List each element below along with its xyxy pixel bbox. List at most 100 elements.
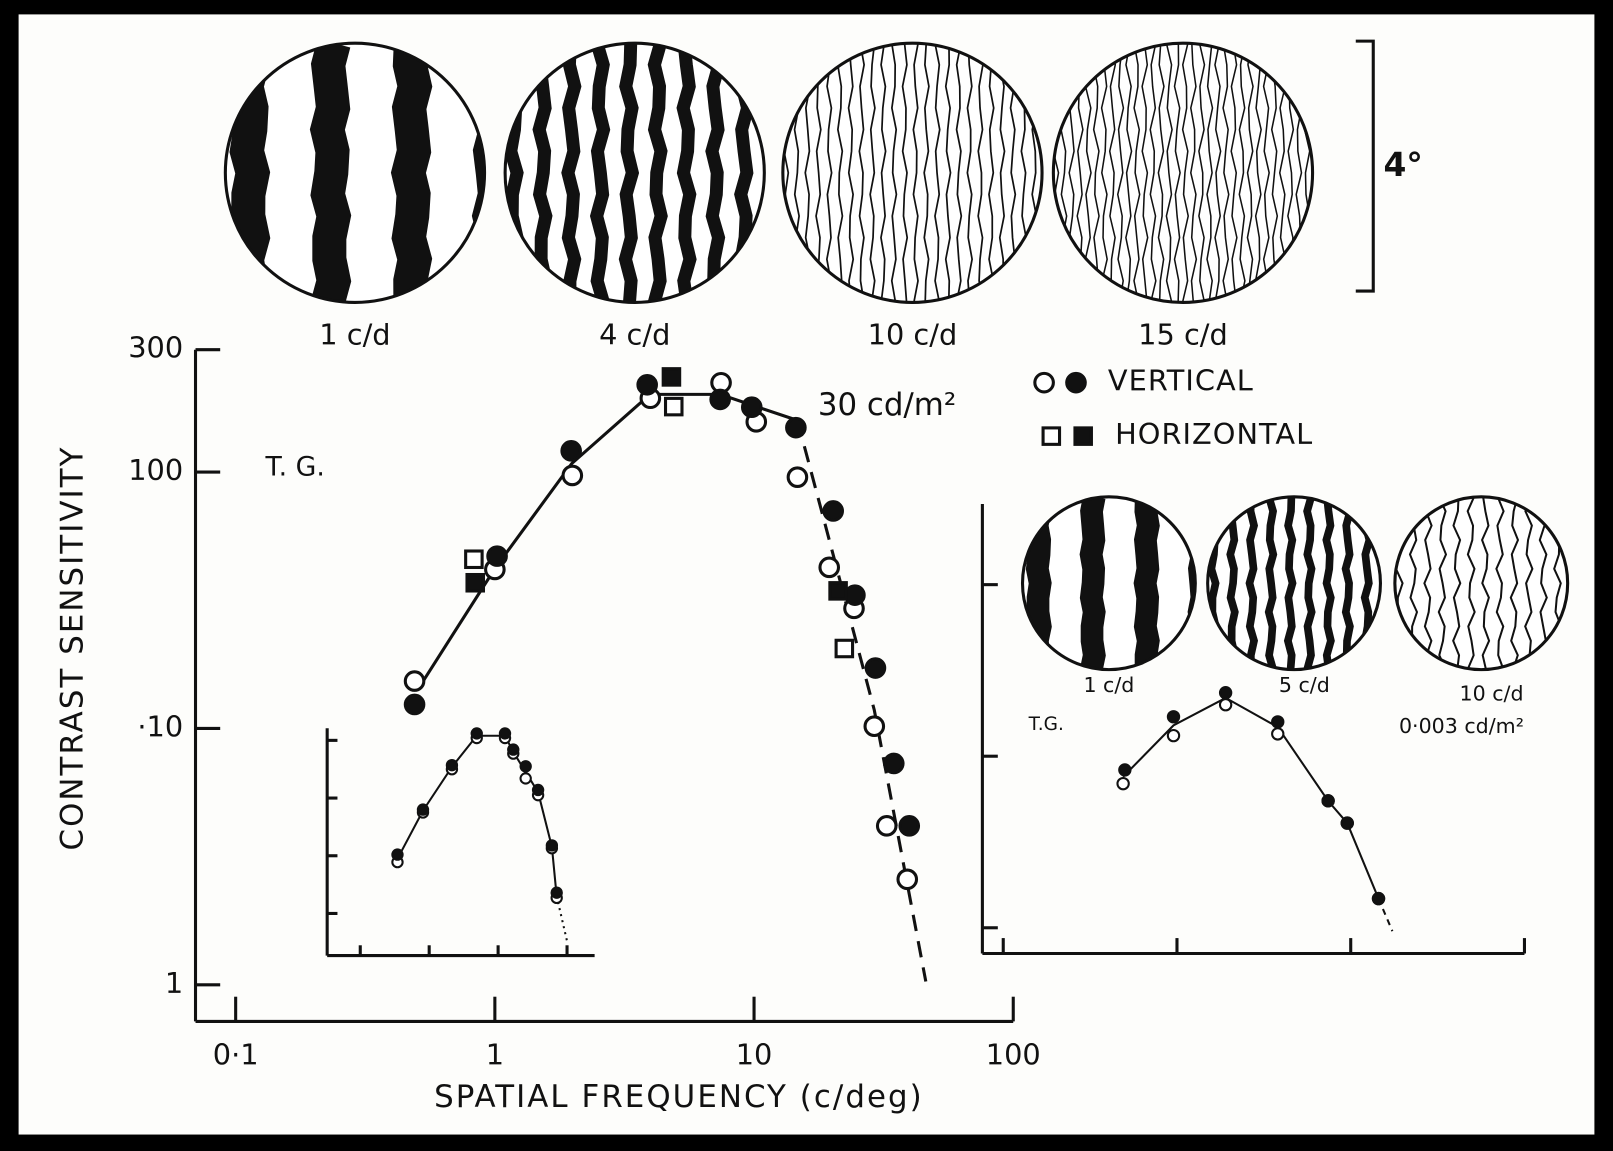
luminance-label: 30 cd/m² xyxy=(818,387,956,423)
grating-rim xyxy=(223,41,487,304)
grating-stripe xyxy=(944,43,952,303)
grating-stripe xyxy=(1157,43,1165,303)
grating-stripe xyxy=(1423,496,1433,670)
circle-marker xyxy=(1371,891,1386,906)
square-marker xyxy=(828,581,848,601)
x-axis-title: SPATIAL FREQUENCY (c/deg) xyxy=(434,1079,924,1115)
circle-marker xyxy=(1118,763,1132,777)
circle-marker xyxy=(709,388,731,411)
grating-label: 10 c/d xyxy=(868,317,958,351)
grating-stripe xyxy=(1092,43,1100,303)
square-marker xyxy=(465,572,486,593)
grating-stripe xyxy=(1053,43,1060,303)
grating-label: 1 c/d xyxy=(1083,673,1134,697)
x-tick-label: 0·1 xyxy=(213,1037,259,1071)
square-marker xyxy=(661,367,682,387)
grating-stripe xyxy=(934,43,941,303)
grating xyxy=(782,43,1043,303)
grating-stripe xyxy=(1206,43,1214,303)
grating-stripe xyxy=(1198,43,1206,303)
grating-stripe xyxy=(1495,496,1505,670)
y-axis-title: CONTRAST SENSITIVITY xyxy=(55,446,91,851)
grating-rim xyxy=(1393,495,1570,672)
grating-stripe xyxy=(618,43,640,303)
grating-stripe xyxy=(1214,43,1222,303)
scale-bracket xyxy=(1355,39,1375,293)
grating-stripe xyxy=(1149,43,1157,303)
circle-marker xyxy=(486,545,508,567)
circle-marker xyxy=(898,815,921,837)
circle-marker xyxy=(445,759,459,772)
circle-marker xyxy=(561,464,584,487)
circle-marker xyxy=(1218,686,1233,700)
grating-rim xyxy=(1051,41,1315,304)
circle-marker xyxy=(818,556,841,579)
grating-stripe xyxy=(998,43,1006,303)
grating-label: 15 c/d xyxy=(1138,317,1228,351)
grating-stripe xyxy=(589,43,611,303)
grating-stripe xyxy=(676,43,697,303)
circle-marker xyxy=(1166,710,1181,724)
grating-stripe xyxy=(1254,43,1262,303)
circle-marker xyxy=(636,373,658,396)
grating-stripe xyxy=(869,43,876,303)
grating-stripe xyxy=(1181,43,1190,303)
grating-label: 5 c/d xyxy=(1279,673,1330,697)
circle-marker xyxy=(519,772,532,785)
grating-label: 4 c/d xyxy=(599,317,670,351)
square-marker xyxy=(464,549,484,570)
grating-stripe xyxy=(1165,43,1173,303)
circle-marker xyxy=(507,743,520,756)
grating-stripe xyxy=(1141,43,1149,303)
circle-marker xyxy=(560,440,582,462)
grating-stripe xyxy=(1524,496,1534,670)
grating-label: 1 c/d xyxy=(319,317,390,351)
grating-stripe xyxy=(880,43,887,303)
grating-stripe xyxy=(532,43,553,303)
inset-subject-label: T.G. xyxy=(1028,714,1064,735)
grating-stripe xyxy=(847,43,855,303)
grating-stripe xyxy=(836,43,844,303)
grating-rim xyxy=(503,41,766,304)
grating-stripe xyxy=(1222,43,1230,303)
grating-stripe xyxy=(955,43,963,303)
x-tick-label: 1 xyxy=(486,1037,504,1071)
circle-marker xyxy=(519,760,532,773)
y-tick-label: 300 xyxy=(128,331,183,365)
legend-label: HORIZONTAL xyxy=(1115,417,1313,451)
subject-label: T. G. xyxy=(264,452,324,483)
circle-marker xyxy=(1218,698,1233,712)
circle-marker xyxy=(864,657,887,679)
legend-label: VERTICAL xyxy=(1108,364,1254,398)
circle-marker xyxy=(550,886,563,899)
circle-marker xyxy=(740,396,763,419)
grating-stripe xyxy=(1262,43,1270,303)
scale-label: 4° xyxy=(1384,145,1423,184)
grating-stripe xyxy=(1303,496,1316,670)
grating-stripe xyxy=(890,43,898,303)
square-marker xyxy=(834,638,855,659)
grating-stripe xyxy=(1100,43,1108,303)
grating-stripe xyxy=(1264,496,1278,670)
x-tick-label: 100 xyxy=(986,1037,1041,1071)
grating-stripe xyxy=(923,43,930,303)
grating-stripe xyxy=(912,43,919,303)
circle-marker xyxy=(875,815,898,837)
circle-marker xyxy=(1166,728,1181,743)
grating-stripe xyxy=(988,43,995,303)
y-tick-label: ·10 xyxy=(137,709,183,743)
grating-stripe xyxy=(1116,43,1125,303)
circle-marker xyxy=(531,783,545,797)
grating-stripe xyxy=(1322,496,1335,670)
grating-stripe xyxy=(1466,496,1476,670)
circle-marker xyxy=(863,715,886,738)
legend-marker xyxy=(1041,426,1062,446)
grating-label: 10 c/d xyxy=(1460,681,1524,705)
circle-marker xyxy=(786,466,809,488)
grating-stripe xyxy=(390,43,433,303)
grating-rim xyxy=(1020,495,1197,672)
y-tick-label: 1 xyxy=(165,966,183,1000)
circle-marker xyxy=(416,803,430,816)
circle-marker xyxy=(403,693,426,716)
legend-marker xyxy=(1065,371,1087,394)
